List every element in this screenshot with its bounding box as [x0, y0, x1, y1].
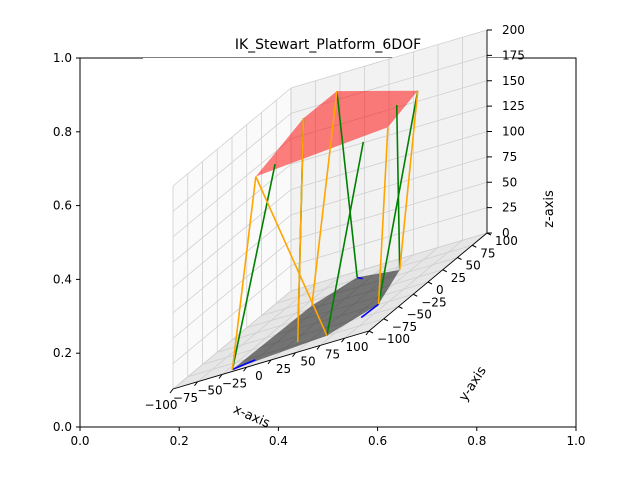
x-tick-label: 50	[300, 355, 315, 369]
x-tick	[365, 330, 370, 336]
z-tick-label: 150	[502, 74, 525, 88]
ticks-3d: −100−75−50−250255075100−100−75−50−250255…	[145, 23, 525, 412]
z-tick-label: 200	[502, 23, 525, 37]
outer-x-tick-label: 0.2	[170, 434, 189, 448]
z-tick-label: 25	[502, 201, 517, 215]
x-tick-label: 100	[346, 340, 369, 354]
leg-segment-0-0	[232, 359, 256, 371]
leg-segment-2-2	[311, 90, 338, 306]
leg-segment-0-2	[360, 303, 380, 319]
x-tick-label: 0	[255, 369, 263, 383]
chart-title: IK_Stewart_Platform_6DOF	[235, 37, 421, 53]
grid-back-z	[290, 131, 488, 190]
y-tick-label: −25	[421, 295, 446, 309]
grid-left-z	[172, 239, 292, 339]
y-tick	[383, 318, 388, 322]
leg-segment-1-5	[326, 141, 365, 336]
leg-segment-2-5	[255, 176, 328, 336]
z-tick-label: 0	[502, 226, 510, 240]
leg-segment-0-1	[357, 276, 363, 280]
x-tick-label: −100	[145, 398, 178, 412]
platform-polygon	[255, 90, 418, 177]
z-tick-label: 75	[502, 150, 517, 164]
x-tick-label: −25	[222, 376, 247, 390]
z-tick-label: 175	[502, 48, 525, 62]
outer-x-tick-label: 0.6	[368, 434, 387, 448]
outer-x-tick-label: 0.8	[467, 434, 486, 448]
grid-back-z	[290, 181, 488, 241]
y-tick-label: −75	[392, 320, 417, 334]
x-tick	[316, 345, 321, 350]
outer-y-tick-label: 0.4	[53, 272, 72, 286]
leg-segment-2-0	[231, 176, 257, 370]
grid-back-z	[290, 232, 488, 292]
grid-left-z	[172, 265, 292, 364]
y-tick-label: 50	[466, 259, 481, 273]
grid-back-z	[290, 207, 488, 267]
leg-segment-2-4	[377, 127, 389, 305]
x-tick	[292, 352, 296, 358]
outer-y-tick-label: 1.0	[53, 51, 72, 65]
grid-back-z	[290, 29, 488, 89]
x-tick	[218, 374, 223, 379]
leg-segment-1-4	[377, 90, 419, 305]
x-tick-label: −50	[197, 384, 222, 398]
outer-y-tick-label: 0.2	[53, 346, 72, 360]
outer-y-tick-label: 0.0	[53, 420, 72, 434]
x-tick	[169, 388, 174, 394]
outer-y-tick-label: 0.8	[53, 125, 72, 139]
x-tick-label: 75	[325, 347, 340, 361]
grid-left-z	[172, 138, 292, 238]
x-tick	[243, 366, 247, 372]
leg-segment-2-3	[398, 90, 419, 270]
y-tick	[427, 281, 433, 285]
z-tick-label: 50	[502, 175, 517, 189]
leg-segment-1-3	[395, 104, 401, 270]
axes3d-background	[143, 58, 513, 64]
x-tick	[194, 381, 198, 387]
y-tick	[457, 257, 462, 260]
leg-segment-1-0	[231, 164, 276, 370]
x-tick	[341, 337, 345, 343]
y-tick-label: −100	[377, 332, 410, 346]
grid-back-z	[290, 105, 488, 165]
grid-left-z	[172, 290, 292, 390]
grid-left-z	[172, 87, 292, 187]
x-tick	[267, 359, 272, 365]
leg-segment-2-1	[296, 118, 305, 343]
y-tick	[398, 306, 403, 309]
outer-x-tick-label: 0.0	[70, 434, 89, 448]
leg-segment-1-2	[336, 90, 359, 278]
y-tick-label: 100	[495, 234, 518, 248]
y-tick	[442, 269, 447, 273]
z-tick-label: 100	[502, 125, 525, 139]
y-tick-label: −50	[407, 308, 432, 322]
outer-axes: 0.0 0.2 0.4 0.6 0.8 1.0 0.0 0.2 0.4 0.6 0.8 1.0	[53, 51, 586, 448]
outer-x-tick-label: 0.4	[269, 434, 288, 448]
data-layer	[231, 90, 419, 371]
x-tick-label: 25	[276, 362, 291, 376]
grid-left-z	[172, 214, 292, 314]
y-tick-label: 75	[480, 246, 495, 260]
y-tick	[368, 330, 374, 334]
base-polygon	[232, 269, 400, 370]
outer-x-tick-label: 1.0	[566, 434, 585, 448]
z-tick-label: 125	[502, 99, 525, 113]
y-tick	[413, 293, 418, 297]
outer-y-tick-label: 0.6	[53, 199, 72, 213]
z-axis-label: z-axis	[542, 190, 557, 228]
y-tick-label: 25	[451, 271, 466, 285]
y-tick	[472, 244, 477, 248]
y-tick-label: 0	[436, 283, 444, 297]
grid-left-z	[172, 189, 292, 288]
grid-left-z	[172, 113, 292, 212]
x-tick-label: −75	[173, 391, 198, 405]
